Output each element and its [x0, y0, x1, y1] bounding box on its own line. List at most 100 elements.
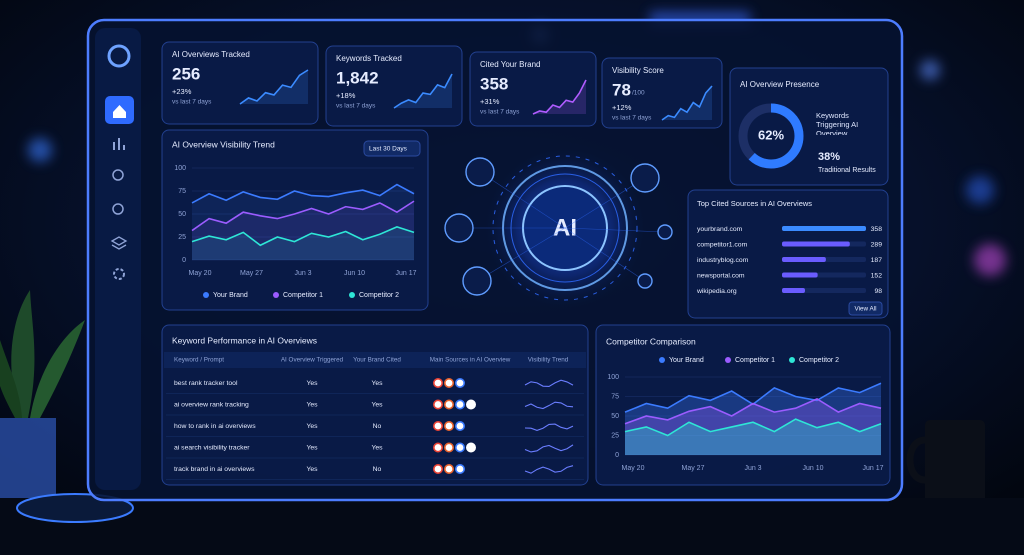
kpi-sparkline [661, 85, 713, 121]
row-trend-decoration [524, 401, 574, 410]
ai-node [462, 266, 492, 296]
nav-search[interactable] [112, 169, 124, 181]
source-bar [782, 257, 826, 262]
kpi-note: vs last 7 days [172, 99, 212, 106]
sources-title: Top Cited Sources in AI Overviews [697, 199, 812, 208]
legend-swatch [659, 357, 665, 363]
x-tick-label: Jun 17 [395, 270, 416, 277]
source-value: 289 [871, 241, 883, 248]
kpi-title: AI Overviews Tracked [172, 50, 250, 59]
x-tick-label: May 27 [682, 465, 705, 472]
series-line [191, 226, 415, 247]
y-tick-label: 100 [607, 374, 619, 381]
x-tick-label: Jun 3 [744, 465, 761, 472]
x-tick-label: May 20 [622, 465, 645, 472]
competitor-title: Competitor Comparison [606, 336, 696, 346]
series-line [191, 183, 415, 204]
sidebar [95, 28, 141, 490]
kpi-sparkline [393, 73, 453, 109]
series-line [624, 418, 882, 437]
presence-primary-text-box: Keywords Triggering AI Overview [816, 111, 859, 135]
status-cell: Yes [371, 401, 383, 408]
kpi-card [161, 41, 319, 125]
status-cell: Yes [306, 423, 318, 430]
filter-label: Last 30 Days [369, 146, 408, 153]
series-glow [192, 201, 414, 260]
source-bar [782, 288, 805, 293]
presence-secondary-text: Traditional Results [818, 167, 876, 174]
row-trend-decoration [524, 379, 574, 388]
home-icon [113, 105, 126, 118]
table-header: Keyword / Prompt [174, 357, 224, 364]
table-header: Main Sources in AI Overview [430, 357, 511, 364]
source-icon [454, 377, 465, 388]
y-tick-label: 75 [611, 393, 619, 400]
source-bar [782, 241, 850, 247]
kpi-change: +18% [336, 91, 356, 100]
nav-analytics[interactable] [113, 138, 125, 150]
view-all-button[interactable] [848, 301, 883, 316]
kpi-title: Keywords Tracked [336, 54, 402, 63]
source-icon [432, 442, 443, 453]
kpi-change: +12% [612, 103, 632, 112]
legend-label: Competitor 2 [799, 357, 839, 364]
kpi-change: +31% [480, 97, 500, 106]
source-icon [432, 399, 443, 410]
trend-title: AI Overview Visibility Trend [172, 139, 275, 149]
y-tick-label: 0 [182, 257, 186, 264]
source-icon [443, 463, 454, 474]
source-icon [432, 420, 443, 431]
legend-label: Competitor 2 [359, 292, 399, 299]
status-cell: No [373, 423, 382, 430]
status-cell: Yes [306, 380, 318, 387]
kpi-note: vs last 7 days [612, 115, 652, 122]
presence-title: AI Overview Presence [740, 80, 820, 89]
legend-swatch [725, 357, 731, 363]
ai-ring [492, 155, 638, 301]
source-icon [454, 420, 465, 431]
ai-connector [476, 227, 566, 282]
ai-connector [564, 227, 666, 233]
status-cell: Yes [306, 466, 318, 473]
source-name: newsportal.com [697, 272, 745, 279]
sources-card [687, 189, 889, 319]
kpi-sparkline-area [240, 70, 308, 104]
row-trend-decoration [524, 423, 574, 431]
kpi-suffix: /100 [632, 90, 645, 97]
source-icon [443, 442, 454, 453]
status-cell: Yes [371, 444, 383, 451]
kpi-value: 256 [172, 64, 200, 83]
row-trend-decoration [524, 465, 574, 474]
presence-card [729, 67, 889, 186]
source-icon [454, 399, 465, 410]
source-icon [443, 420, 454, 431]
status-cell: Yes [306, 444, 318, 451]
nav-settings[interactable] [113, 268, 125, 280]
legend-label: Competitor 1 [735, 357, 775, 364]
row-trend-decoration [524, 444, 574, 453]
status-cell: Yes [306, 401, 318, 408]
y-tick-label: 25 [178, 234, 186, 241]
source-bar [782, 226, 866, 231]
presence-primary-text: Keywords Triggering AI Overview [816, 111, 859, 135]
legend-label: Your Brand [669, 357, 704, 364]
donut-arc [738, 103, 804, 169]
source-bar [782, 272, 818, 278]
nav-layers[interactable] [110, 236, 128, 250]
ai-node [444, 213, 474, 243]
competitor-card [595, 324, 891, 486]
x-tick-label: Jun 3 [294, 270, 311, 277]
x-tick-label: Jun 17 [862, 465, 883, 472]
filter-button[interactable] [363, 140, 421, 157]
kpi-title: Visibility Score [612, 66, 664, 75]
source-name: wikipedia.org [696, 288, 737, 295]
series-line [624, 397, 882, 425]
source-name: yourbrand.com [697, 226, 743, 233]
table-title: Keyword Performance in AI Overviews [172, 335, 317, 345]
series-area [625, 398, 881, 455]
nav-reports[interactable] [112, 203, 124, 215]
sidebar-icons [105, 44, 134, 280]
ai-connector [479, 171, 566, 229]
desk [0, 498, 1024, 555]
